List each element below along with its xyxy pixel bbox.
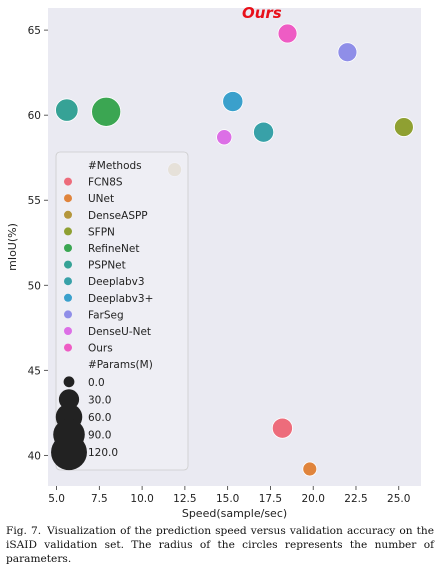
legend-marker bbox=[64, 260, 72, 269]
x-tick-label: 10.0 bbox=[130, 493, 153, 505]
legend-marker bbox=[64, 327, 72, 335]
legend-entry: PSPNet bbox=[88, 260, 126, 272]
x-tick-label: 7.5 bbox=[91, 493, 108, 505]
legend-size-entry: 90.0 bbox=[88, 430, 111, 442]
legend-marker bbox=[64, 210, 72, 219]
point-sfpn bbox=[393, 117, 414, 137]
point-farseg bbox=[337, 42, 358, 63]
legend-marker bbox=[64, 244, 72, 252]
legend-marker bbox=[64, 293, 72, 302]
point-unet bbox=[302, 461, 318, 477]
x-tick-label: 15.0 bbox=[216, 493, 239, 505]
legend-entry: RefineNet bbox=[88, 243, 139, 255]
y-tick-label: 65 bbox=[28, 25, 41, 37]
legend-entry: DenseU-Net bbox=[88, 326, 151, 338]
legend-entry: Ours bbox=[88, 343, 113, 355]
legend-entry: DenseASPP bbox=[88, 210, 148, 222]
legend-methods-title: #Methods bbox=[88, 160, 142, 172]
point-denseu-net bbox=[216, 129, 233, 146]
legend-box bbox=[55, 151, 189, 471]
x-tick-label: 5.0 bbox=[48, 493, 65, 505]
caption-text: Visualization of the prediction speed ve… bbox=[6, 525, 434, 565]
legend-sizes-title: #Params(M) bbox=[88, 359, 153, 371]
legend-size-marker bbox=[51, 434, 87, 471]
point-refinenet bbox=[91, 96, 122, 127]
x-tick-label: 20.0 bbox=[302, 493, 325, 505]
legend-entry: SFPN bbox=[88, 226, 115, 238]
legend-entry: UNet bbox=[88, 193, 114, 205]
x-axis-label: Speed(sample/sec) bbox=[182, 507, 287, 520]
y-axis-label: mIoU(%) bbox=[6, 223, 19, 271]
figure-caption: Fig. 7. Visualization of the prediction s… bbox=[6, 524, 434, 566]
legend-marker bbox=[64, 310, 72, 319]
y-tick-label: 55 bbox=[28, 195, 41, 207]
legend-entry: Deeplabv3+ bbox=[88, 293, 153, 305]
point-ours bbox=[277, 23, 298, 44]
ours-annotation: Ours bbox=[242, 4, 282, 22]
axis-layer: 5.0 7.5 10.0 12.5 15.0 17.5 20.0 22.5 25.0 40 45 50… bbox=[28, 25, 411, 505]
legend: #Methods FCN8S UNet DenseASPP SFPN RefineNet P… bbox=[51, 151, 189, 471]
legend-entry: Deeplabv3 bbox=[88, 276, 145, 288]
legend-size-marker bbox=[63, 376, 75, 388]
legend-marker bbox=[64, 194, 72, 203]
point-fcn8s bbox=[271, 417, 293, 439]
x-tick-label: 17.5 bbox=[259, 493, 282, 505]
legend-size-entry: 120.0 bbox=[88, 447, 118, 459]
point-deeplabv3 bbox=[253, 121, 275, 143]
y-tick-label: 60 bbox=[28, 110, 41, 122]
y-tick-label: 40 bbox=[28, 450, 41, 462]
point-pspnet bbox=[55, 98, 79, 122]
legend-marker bbox=[64, 177, 72, 186]
legend-entry: FCN8S bbox=[88, 177, 123, 189]
x-tick-label: 22.5 bbox=[344, 493, 367, 505]
legend-entry: FarSeg bbox=[88, 309, 124, 321]
legend-size-entry: 60.0 bbox=[88, 412, 111, 424]
caption-label: Fig. 7. bbox=[6, 525, 42, 537]
x-tick-label: 12.5 bbox=[173, 493, 196, 505]
x-tick-label: 25.0 bbox=[387, 493, 410, 505]
legend-marker bbox=[64, 227, 72, 236]
legend-size-entry: 30.0 bbox=[88, 394, 111, 406]
legend-marker bbox=[64, 343, 72, 352]
point-deeplabv3- bbox=[222, 91, 244, 113]
legend-size-entry: 0.0 bbox=[88, 377, 105, 389]
legend-size-marker bbox=[58, 389, 80, 410]
y-tick-label: 45 bbox=[28, 365, 41, 377]
y-tick-label: 50 bbox=[28, 280, 41, 292]
legend-marker bbox=[64, 277, 72, 286]
